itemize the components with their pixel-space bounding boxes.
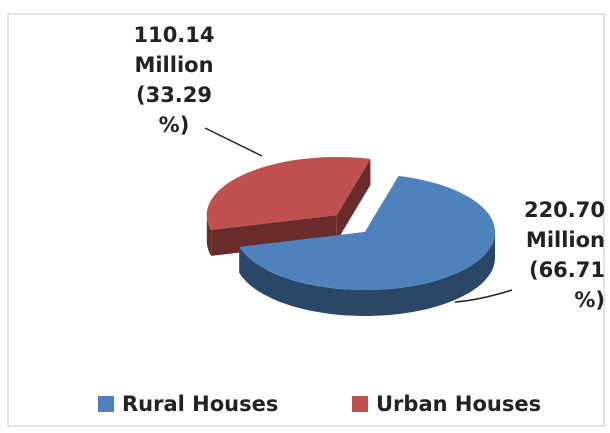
- slice: [206, 157, 371, 230]
- slice-side: [239, 232, 495, 316]
- legend: Rural Houses Urban Houses: [98, 392, 541, 416]
- legend-swatch: [352, 396, 368, 412]
- slice-face: [336, 159, 371, 241]
- data-label: 220.70 Million (66.71 %): [523, 198, 605, 312]
- pie: [206, 157, 495, 316]
- legend-label: Urban Houses: [376, 392, 541, 416]
- legend-swatch: [98, 396, 114, 412]
- data-label: 110.14 Million (33.29 %): [133, 23, 215, 137]
- slice-face: [211, 215, 337, 256]
- legend-label: Rural Houses: [122, 392, 278, 416]
- slice-side: [206, 215, 212, 256]
- leader-line: [454, 289, 513, 303]
- slice: [239, 176, 495, 290]
- leader-line: [204, 127, 263, 157]
